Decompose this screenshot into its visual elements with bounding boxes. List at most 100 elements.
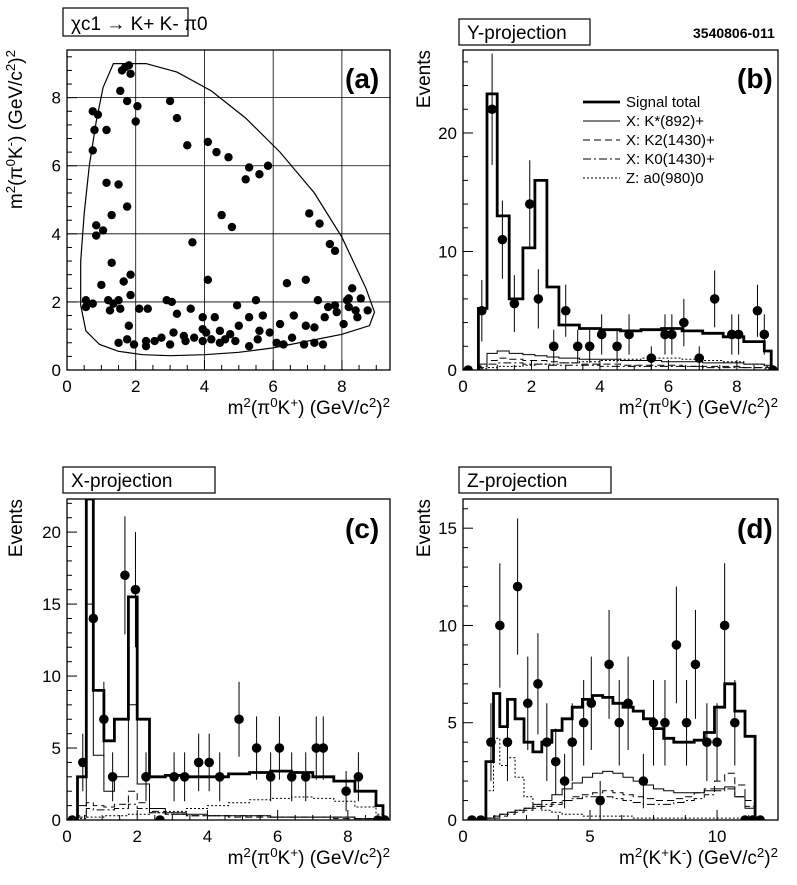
scatter-point — [330, 246, 340, 256]
data-point — [667, 329, 677, 340]
legend-label: Z: a0(980)0 — [626, 170, 704, 187]
histogram-solid — [485, 770, 756, 820]
y-tick-label: 10 — [42, 667, 61, 686]
data-point — [141, 772, 151, 782]
x-tick-label: 2 — [527, 377, 536, 396]
data-point — [759, 329, 770, 340]
y-axis-label: m2(π0K-) (GeV/c2)2 — [3, 50, 28, 209]
y-tick-label: 10 — [438, 242, 457, 261]
plot-frame-a — [66, 49, 391, 371]
data-point — [318, 743, 329, 753]
legend-label: Signal total — [626, 94, 700, 111]
data-point — [726, 329, 737, 340]
data-point — [467, 815, 477, 820]
histogram-solid — [77, 603, 384, 820]
data-point — [169, 772, 179, 782]
scatter-point — [342, 296, 352, 305]
scatter-point — [105, 306, 115, 315]
scatter-point — [114, 338, 123, 347]
scatter-point — [272, 338, 281, 347]
data-point — [234, 714, 244, 725]
scatter-point — [310, 338, 319, 347]
data-point — [578, 717, 589, 728]
x-axis-label: m2(π0K+) (GeV/c2)2 — [228, 845, 390, 870]
scatter-point — [201, 328, 211, 337]
x-tick-label: 0 — [458, 377, 467, 396]
x-tick-label: 2 — [132, 827, 141, 846]
scatter-point — [348, 284, 357, 293]
data-point — [550, 756, 561, 767]
scatter-point — [181, 336, 190, 346]
scatter-point — [102, 178, 111, 187]
scatter-point — [186, 304, 195, 313]
title-box — [62, 7, 189, 37]
data-point — [648, 717, 659, 728]
scatter-point — [97, 280, 106, 290]
scatter-point — [299, 340, 309, 349]
scatter-point — [134, 304, 144, 313]
scatter-point — [255, 170, 264, 179]
data-point — [533, 294, 544, 304]
data-point — [77, 757, 88, 768]
plot-frame-d — [462, 498, 779, 821]
data-point — [560, 305, 571, 316]
title-box — [62, 466, 216, 494]
scatter-point — [98, 226, 108, 235]
scatter-point — [116, 304, 125, 313]
y-tick-label: 15 — [438, 519, 457, 538]
data-point — [99, 714, 109, 725]
data-point — [486, 737, 496, 747]
data-point — [624, 329, 634, 340]
x-tick-label: 8 — [337, 377, 346, 396]
histogram-dashdot — [77, 803, 384, 820]
scatter-point — [198, 336, 207, 346]
data-point — [286, 772, 297, 782]
scatter-point — [198, 313, 207, 322]
data-point — [646, 353, 657, 363]
histogram-thick — [477, 92, 773, 370]
data-point — [709, 294, 720, 304]
scatter-point — [251, 296, 261, 305]
panel-c-x-projection: 0 2 4 6 8 0 5 10 15 20 m2(π0K+) (GeV/c2)2 Events X-p… — [6, 466, 391, 870]
data-point — [214, 772, 225, 782]
scatter-point — [88, 146, 97, 155]
scatter-point — [124, 61, 134, 70]
panel-title: Z-projection — [467, 471, 567, 492]
data-point — [595, 795, 605, 806]
y-tick-label: 0 — [52, 811, 61, 830]
scatter-point — [287, 333, 297, 342]
data-point — [107, 772, 118, 782]
panel-d-z-projection: 0 5 10 0 5 10 15 m2(K+K-) (GeV/c2)2 Events Z-proj… — [414, 466, 779, 869]
scatter-point — [301, 275, 311, 284]
scatter-point — [258, 311, 268, 320]
scatter-point — [119, 277, 128, 286]
x-axis-label: m2(π0K-) (GeV/c2)2 — [619, 395, 778, 420]
scatter-point — [215, 326, 225, 336]
scatter-point — [227, 222, 237, 232]
plot-frame-b — [462, 49, 779, 371]
y-tick-label: 5 — [448, 714, 457, 733]
scatter-point — [188, 238, 197, 247]
scatter-point — [275, 319, 285, 329]
panel-letter: (d) — [737, 513, 773, 544]
data-point — [524, 199, 535, 209]
data-point — [694, 353, 705, 363]
y-tick-label: 6 — [52, 157, 61, 176]
data-point — [623, 698, 633, 709]
data-point — [311, 743, 322, 753]
data-point — [251, 743, 262, 753]
scatter-point — [315, 219, 324, 228]
histogram-dashed — [485, 772, 756, 820]
scatter-point — [102, 125, 111, 135]
x-tick-label: 0 — [458, 827, 467, 846]
scatter-point — [169, 328, 178, 337]
data-point — [702, 737, 712, 747]
data-point — [596, 329, 607, 340]
scatter-point — [122, 96, 132, 106]
y-tick-label: 5 — [52, 739, 61, 758]
x-tick-label: 4 — [595, 377, 604, 396]
scatter-point — [90, 125, 99, 135]
scatter-point — [255, 326, 264, 336]
scatter-point — [210, 313, 219, 322]
